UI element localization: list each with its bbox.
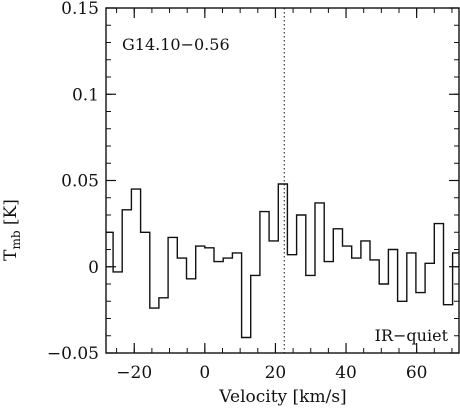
svg-text:Tmb [K]: Tmb [K] (1, 199, 23, 261)
y-axis-title-sub: mb (9, 230, 23, 249)
y-tick-label: −0.05 (47, 344, 99, 364)
x-tick-label: 20 (265, 363, 287, 383)
marks-layer (106, 8, 459, 353)
x-tick-label: 40 (335, 363, 357, 383)
classification-label: IR−quiet (375, 326, 449, 345)
y-axis-title-main: T (1, 249, 21, 261)
ticks-layer: −20 0 20 40 60 −0.05 0 0.05 0.1 0.15 (47, 0, 459, 383)
source-label: G14.10−0.56 (122, 35, 230, 54)
x-tick-label: 60 (406, 363, 428, 383)
y-axis-title-unit: [K] (1, 199, 21, 230)
y-tick-label: 0.1 (72, 85, 99, 105)
spectrum-step-line (106, 183, 459, 339)
x-tick-label: −20 (116, 363, 152, 383)
y-tick-label: 0.05 (61, 172, 99, 192)
x-axis-title: Velocity [km/s] (218, 387, 346, 407)
x-tick-label: 0 (199, 363, 210, 383)
y-tick-label: 0.15 (61, 0, 99, 19)
y-tick-label: 0 (88, 258, 99, 278)
y-axis-title: Tmb [K] (1, 199, 23, 261)
